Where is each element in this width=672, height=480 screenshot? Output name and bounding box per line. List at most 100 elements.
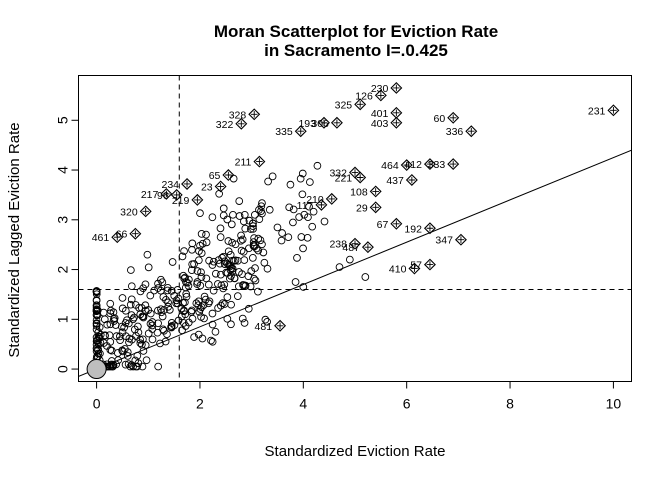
data-point	[219, 252, 228, 261]
point-label: 221	[335, 173, 353, 185]
data-point	[157, 308, 166, 317]
data-point	[193, 267, 202, 275]
data-point	[205, 297, 214, 306]
influential-point: 320	[120, 205, 152, 218]
y-tick-label: 1	[55, 315, 71, 323]
data-point	[127, 311, 136, 319]
influential-plus	[217, 183, 224, 190]
data-point	[198, 334, 207, 343]
data-point	[136, 310, 145, 319]
influential-diamond	[349, 237, 361, 250]
point-label: 347	[435, 235, 453, 247]
data-point	[109, 308, 118, 317]
influential-diamond	[274, 319, 287, 332]
point-label: 403	[371, 118, 389, 130]
point-label: 306	[311, 118, 329, 130]
data-point	[157, 305, 165, 314]
data-point	[194, 297, 203, 306]
point-label: 487	[342, 242, 360, 254]
data-point	[240, 256, 249, 264]
data-point	[124, 360, 133, 368]
data-point	[208, 213, 217, 222]
influential-plus	[297, 127, 305, 135]
influential-plus	[351, 240, 359, 247]
influential-plus	[194, 196, 201, 204]
point-label: 437	[386, 175, 404, 187]
data-point	[220, 300, 229, 308]
x-axis-label: Standardized Eviction Rate	[265, 443, 446, 460]
data-point	[227, 300, 235, 309]
data-point	[219, 211, 228, 220]
data-point	[181, 310, 190, 319]
data-point	[123, 352, 132, 360]
data-point	[202, 238, 211, 247]
data-point	[163, 284, 172, 292]
data-point	[131, 301, 140, 309]
influential-point: 347	[435, 233, 467, 247]
x-axis: 0 2 4 6 8 10	[93, 381, 621, 412]
influential-point: 481	[255, 319, 287, 333]
influential-point: 461	[92, 231, 124, 244]
influential-plus	[333, 119, 341, 127]
influential-diamond	[354, 171, 367, 184]
influential-plus	[356, 174, 364, 181]
data-point	[240, 319, 249, 327]
data-point	[116, 336, 124, 345]
data-point	[95, 333, 104, 341]
data-point	[196, 241, 204, 250]
data-point	[127, 266, 135, 274]
influential-plus	[250, 111, 258, 118]
data-point	[92, 310, 101, 319]
influential-diamond	[139, 205, 152, 218]
point-label: 333	[428, 159, 446, 171]
point-label: 65	[209, 170, 221, 182]
influential-plus	[457, 236, 465, 243]
data-point	[286, 180, 295, 189]
data-point	[291, 278, 300, 286]
data-point	[223, 293, 232, 301]
data-point	[192, 299, 201, 308]
influential-plus	[256, 158, 263, 165]
data-point	[252, 244, 261, 253]
data-point	[103, 320, 112, 329]
data-point	[216, 270, 225, 279]
data-point	[217, 301, 225, 310]
data-point	[182, 290, 191, 298]
data-point	[224, 237, 233, 245]
data-point	[178, 326, 186, 335]
point-label: 410	[389, 264, 407, 276]
influential-diamond	[408, 262, 421, 275]
data-point	[237, 246, 246, 255]
data-point	[107, 346, 116, 355]
data-point	[300, 210, 309, 219]
data-point	[258, 199, 266, 207]
data-point	[238, 314, 247, 323]
point-label: 193	[298, 118, 316, 130]
influential-diamond	[222, 169, 235, 181]
x-tick-label: 6	[403, 396, 411, 412]
data-point	[299, 283, 308, 291]
influential-plus	[183, 180, 191, 188]
data-point	[263, 264, 272, 273]
data-point	[299, 244, 307, 253]
influential-diamond	[454, 233, 467, 246]
point-label: 412	[404, 159, 422, 171]
influential-plus	[237, 120, 245, 128]
data-point	[241, 224, 250, 233]
influential-diamond	[170, 188, 183, 201]
influential-point: 210	[306, 192, 338, 206]
data-point	[289, 218, 297, 227]
data-point	[132, 362, 140, 371]
data-point	[126, 300, 135, 309]
data-point	[257, 202, 266, 211]
data-point	[248, 254, 257, 262]
y-tick-label: 5	[55, 116, 71, 124]
data-point	[239, 281, 247, 289]
data-point	[187, 266, 196, 274]
data-point	[120, 323, 128, 332]
plot-frame	[78, 75, 632, 382]
data-point	[142, 356, 151, 365]
data-point	[130, 313, 138, 322]
